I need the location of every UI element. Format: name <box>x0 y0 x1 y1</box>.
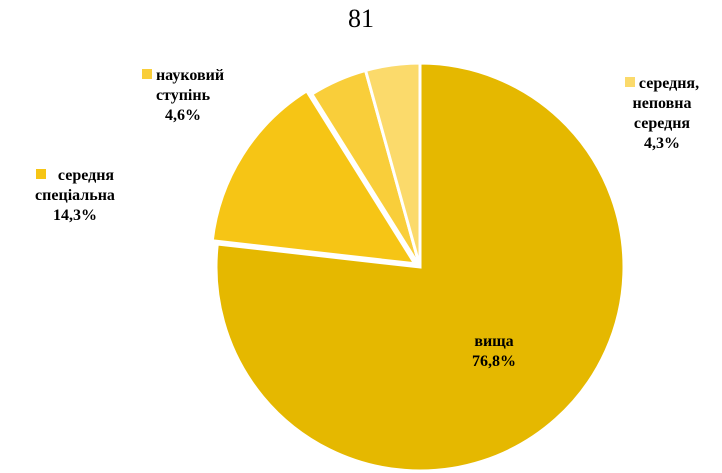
legend-swatch-secondary <box>624 77 635 88</box>
slice-label-special-secondary: середня спеціальна 14,3% <box>0 166 150 226</box>
slice-label-higher-value: 76,8% <box>472 353 516 370</box>
page-number: 81 <box>348 4 374 33</box>
legend-swatch-special-secondary <box>35 169 46 180</box>
slice-label-special-secondary-line2: спеціальна <box>35 187 115 204</box>
slice-label-special-secondary-line1: середня <box>57 167 115 184</box>
slice-label-secondary-value: 4,3% <box>644 135 680 152</box>
slice-label-doctorate-line1: науковий <box>155 67 225 84</box>
slice-label-secondary-line3: середня <box>633 115 691 132</box>
slice-label-secondary: середня, неповна середня 4,3% <box>606 74 718 154</box>
slice-label-doctorate-line2: ступінь <box>155 87 211 104</box>
slice-label-secondary-line2: неповна <box>632 95 692 112</box>
slice-secondary <box>363 61 422 268</box>
slice-special-secondary <box>210 88 418 266</box>
slice-label-higher: вища 76,8% <box>444 332 544 372</box>
slice-label-doctorate-value: 4,6% <box>165 107 201 124</box>
slice-label-special-secondary-value: 14,3% <box>53 207 97 224</box>
slice-label-higher-line1: вища <box>474 333 514 350</box>
slice-label-secondary-line1: середня, <box>638 75 700 92</box>
legend-swatch-doctorate <box>141 69 152 80</box>
slice-label-doctorate: науковий ступінь 4,6% <box>108 66 258 126</box>
